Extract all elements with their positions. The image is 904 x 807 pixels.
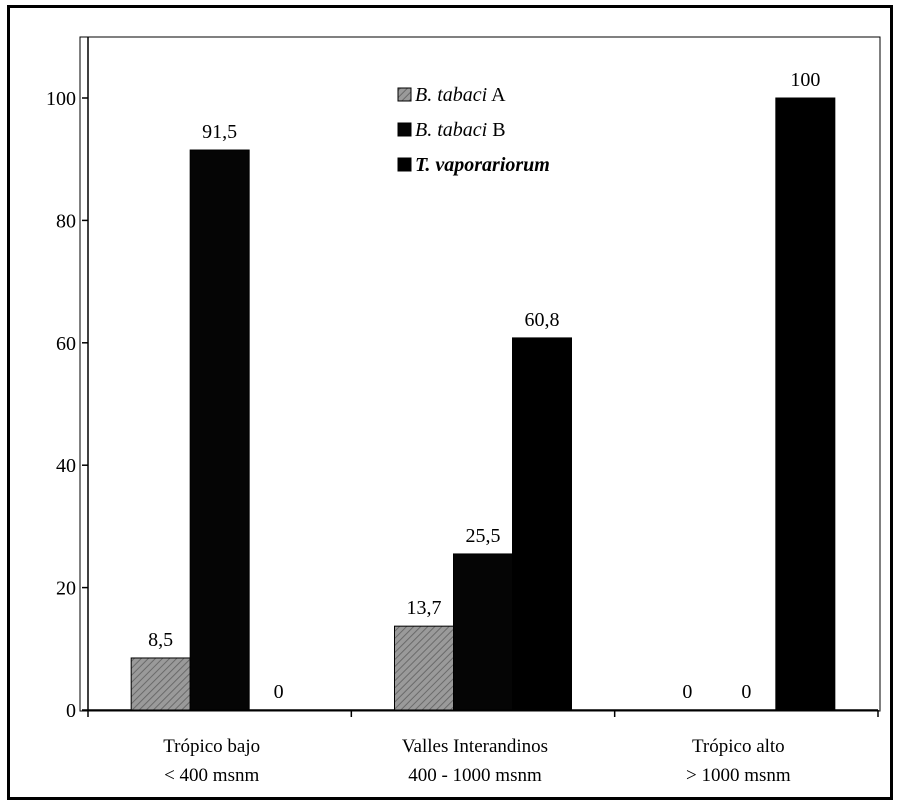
data-label: 0 [682, 681, 692, 703]
y-axis: 0 20 40 60 80 100 [46, 37, 89, 722]
y-tick-label: 20 [56, 578, 76, 600]
data-label: 100 [790, 69, 820, 91]
legend-entry: B. tabaci B [415, 119, 506, 141]
data-label: 25,5 [466, 525, 501, 547]
category-label-line2: > 1000 msnm [686, 765, 791, 786]
data-label: 13,7 [407, 597, 442, 619]
y-tick-label: 60 [56, 333, 76, 355]
y-tick-label: 100 [46, 88, 76, 110]
data-label: 8,5 [148, 629, 173, 651]
legend-swatch [397, 87, 412, 102]
category-label-line1: Trópico alto [692, 736, 785, 757]
data-label: 0 [274, 681, 284, 703]
category-labels: Trópico bajo < 400 msnm Valles Interandino… [163, 736, 791, 786]
bar [189, 149, 250, 711]
category-label-line1: Trópico bajo [163, 736, 260, 757]
y-tick-label: 0 [66, 700, 76, 722]
bars [130, 97, 836, 711]
bar [453, 553, 513, 711]
data-label: 91,5 [202, 121, 237, 143]
bar [130, 657, 191, 711]
plot-area [79, 36, 881, 712]
category-label-line1: Valles Interandinos [402, 736, 548, 757]
legend: B. tabaci A B. tabaci B T. vaporariorum [397, 84, 550, 176]
category-label-line2: < 400 msnm [164, 765, 259, 786]
legend-entry: B. tabaci A [415, 84, 506, 106]
category-label-line2: 400 - 1000 msnm [408, 765, 542, 786]
bar [394, 625, 454, 711]
bar [512, 337, 572, 711]
legend-swatch [397, 122, 412, 137]
data-label: 0 [741, 681, 751, 703]
legend-entry: T. vaporariorum [415, 154, 550, 176]
bar [775, 97, 836, 711]
legend-swatch [397, 157, 412, 172]
data-labels: 8,5 91,5 0 13,7 25,5 60,8 0 0 100 [148, 69, 820, 703]
y-tick-label: 80 [56, 210, 76, 232]
y-tick-label: 40 [56, 455, 76, 477]
data-label: 60,8 [525, 309, 560, 331]
